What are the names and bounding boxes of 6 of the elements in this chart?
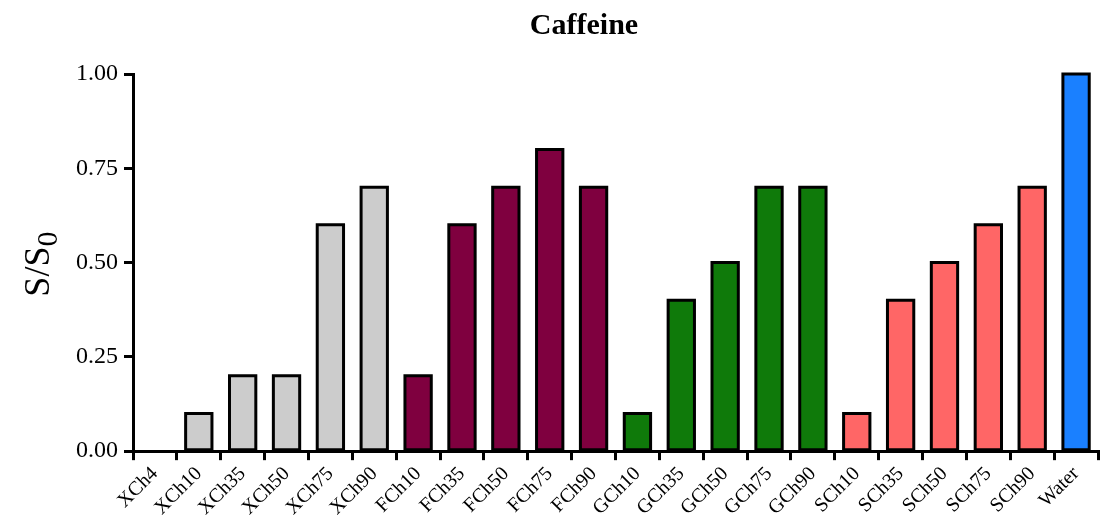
y-tick-label: 0.25 [76, 342, 118, 369]
y-tick-label: 0.75 [76, 153, 118, 180]
y-tick-label: 1.00 [76, 59, 118, 86]
y-tick-label: 0.00 [76, 436, 118, 463]
y-tick-label: 0.50 [76, 247, 118, 274]
chart-title: Caffeine [529, 6, 639, 40]
